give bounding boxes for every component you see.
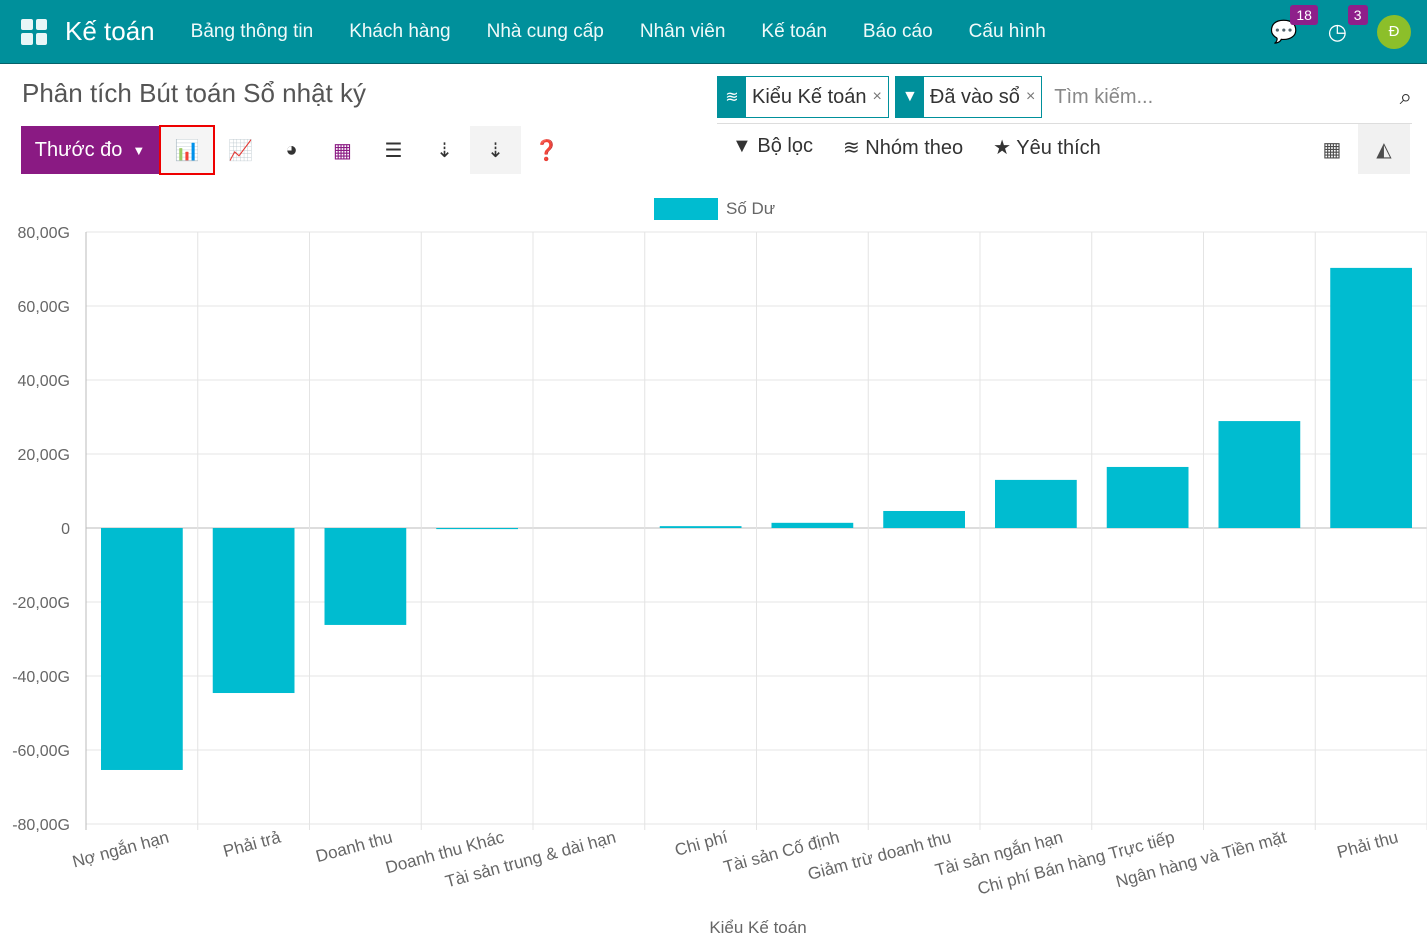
filter-icon: ▼ — [732, 135, 752, 157]
x-tick-label: Phải thu — [1335, 828, 1400, 863]
table-icon: ▦ — [333, 139, 352, 162]
y-tick-label: -80,00G — [12, 817, 70, 834]
layers-icon: ≋ — [718, 77, 746, 117]
bar[interactable] — [1218, 421, 1301, 528]
facet-label: Đã vào sổ — [929, 85, 1020, 108]
legend-swatch[interactable] — [654, 198, 718, 220]
apps-menu-icon[interactable] — [21, 18, 47, 45]
messages-button[interactable]: 💬 18 — [1270, 4, 1318, 45]
search-icon[interactable]: ⌕ — [1399, 84, 1412, 109]
filter-icon: ▼ — [895, 77, 924, 117]
graph-view-button[interactable]: ◭ — [1358, 124, 1410, 174]
group-by-label: Nhóm theo — [865, 137, 964, 159]
layers-icon: ≋ — [842, 137, 860, 159]
database-icon: ☰ — [384, 139, 403, 162]
menu-reports[interactable]: Báo cáo — [862, 20, 933, 42]
bar[interactable] — [659, 526, 742, 528]
caret-down-icon: ▼ — [132, 142, 146, 158]
bar[interactable] — [212, 528, 295, 694]
top-navbar: Kế toán Bảng thông tin Khách hàng Nhà cu… — [0, 0, 1427, 64]
bar[interactable] — [883, 510, 965, 528]
bar[interactable] — [1106, 466, 1189, 528]
activities-button[interactable]: ◷ 3 — [1327, 4, 1368, 45]
facet-filter: ▼ Đã vào sổ × — [894, 76, 1043, 118]
table-icon: ▦ — [1322, 138, 1342, 161]
measures-dropdown[interactable]: Thước đo ▼ — [21, 126, 159, 174]
stacked-button[interactable]: ☰ — [368, 126, 419, 174]
question-icon: ❓ — [534, 139, 559, 162]
sort-asc-icon: ⇣ — [487, 139, 504, 162]
menu-dashboard[interactable]: Bảng thông tin — [190, 20, 314, 42]
clock-icon: ◷ — [1327, 18, 1347, 44]
divider — [717, 123, 1412, 124]
y-tick-label: -40,00G — [12, 669, 70, 686]
bar[interactable] — [771, 522, 854, 528]
star-icon: ★ — [993, 137, 1012, 159]
pie-chart-button[interactable]: ◕ — [266, 126, 317, 174]
menu-accounting[interactable]: Kế toán — [761, 20, 827, 42]
search-bar: ≋ Kiểu Kế toán × ▼ Đã vào sổ × Tìm kiếm... ⌕ — [717, 76, 1412, 118]
menu-vendors[interactable]: Nhà cung cấp — [486, 20, 604, 42]
bar-chart: 80,00G 60,00G 40,00G 20,00G 0 -20,00G -40,00G -… — [12, 198, 1427, 937]
view-switcher: ▦ ◭ — [1306, 124, 1410, 174]
group-by-dropdown[interactable]: ≋ Nhóm theo — [843, 135, 963, 160]
filter-label: Bộ lọc — [757, 135, 813, 157]
facet-group-by: ≋ Kiểu Kế toán × — [717, 76, 889, 118]
y-tick-label: 40,00G — [18, 373, 70, 390]
page-title: Phân tích Bút toán Sổ nhật ký — [22, 78, 367, 108]
bar-chart-icon: 📊 — [174, 139, 200, 162]
x-tick-label: Chi phí — [673, 827, 730, 859]
remove-facet-icon[interactable]: × — [872, 88, 882, 105]
bar[interactable] — [436, 528, 518, 530]
search-input[interactable]: Tìm kiếm... — [1054, 85, 1154, 108]
x-axis-title: Kiểu Kế toán — [709, 918, 806, 937]
pie-chart-icon: ◕ — [285, 138, 298, 161]
filter-dropdown[interactable]: ▼ Bộ lọc — [732, 135, 813, 160]
line-chart-button[interactable]: 📈 — [215, 126, 266, 174]
x-tick-label: Doanh thu — [314, 828, 395, 867]
x-tick-label: Chi phí Bán hàng Trực tiếp — [975, 828, 1176, 899]
y-tick-label: 80,00G — [18, 225, 70, 242]
measures-label: Thước đo — [34, 138, 123, 161]
x-tick-label: Phải trả — [221, 827, 283, 861]
x-tick-label: Nợ ngắn hạn — [70, 828, 171, 872]
y-tick-label: 0 — [61, 521, 70, 538]
sort-desc-icon: ⇣ — [436, 139, 453, 162]
messages-badge: 18 — [1290, 4, 1318, 25]
menu-customers[interactable]: Khách hàng — [349, 20, 451, 42]
graph-toolbar: Thước đo ▼ 📊 📈 ◕ ▦ ☰ ⇣ ⇣ ❓ — [21, 125, 572, 175]
bar[interactable] — [995, 479, 1077, 528]
app-brand[interactable]: Kế toán — [65, 16, 155, 46]
menu-employees[interactable]: Nhân viên — [639, 20, 726, 42]
favorites-label: Yêu thích — [1016, 137, 1101, 159]
sort-descending-button[interactable]: ⇣ — [419, 126, 470, 174]
legend-label: Số Dư — [726, 199, 775, 218]
favorites-dropdown[interactable]: ★ Yêu thích — [993, 135, 1101, 160]
user-avatar[interactable]: Đ — [1377, 14, 1411, 49]
bar[interactable] — [101, 528, 183, 770]
search-options: ▼ Bộ lọc ≋ Nhóm theo ★ Yêu thích — [732, 135, 1101, 160]
help-button[interactable]: ❓ — [521, 126, 572, 174]
y-tick-label: -60,00G — [12, 743, 70, 760]
bar[interactable] — [1330, 267, 1412, 528]
facet-label: Kiểu Kế toán — [752, 85, 867, 108]
pivot-view-button[interactable]: ▦ — [1306, 124, 1358, 174]
line-chart-icon: 📈 — [228, 139, 253, 162]
bar-chart-button[interactable]: 📊 — [159, 125, 215, 175]
area-chart-icon: ◭ — [1376, 138, 1392, 161]
menu-configuration[interactable]: Cấu hình — [968, 20, 1046, 42]
activities-badge: 3 — [1347, 4, 1368, 25]
remove-facet-icon[interactable]: × — [1025, 88, 1036, 105]
y-tick-label: 60,00G — [18, 299, 70, 316]
sort-ascending-button[interactable]: ⇣ — [470, 126, 521, 174]
bar[interactable] — [324, 528, 407, 625]
table-button[interactable]: ▦ — [317, 126, 368, 174]
y-tick-label: 20,00G — [18, 447, 70, 464]
y-tick-label: -20,00G — [12, 595, 70, 612]
